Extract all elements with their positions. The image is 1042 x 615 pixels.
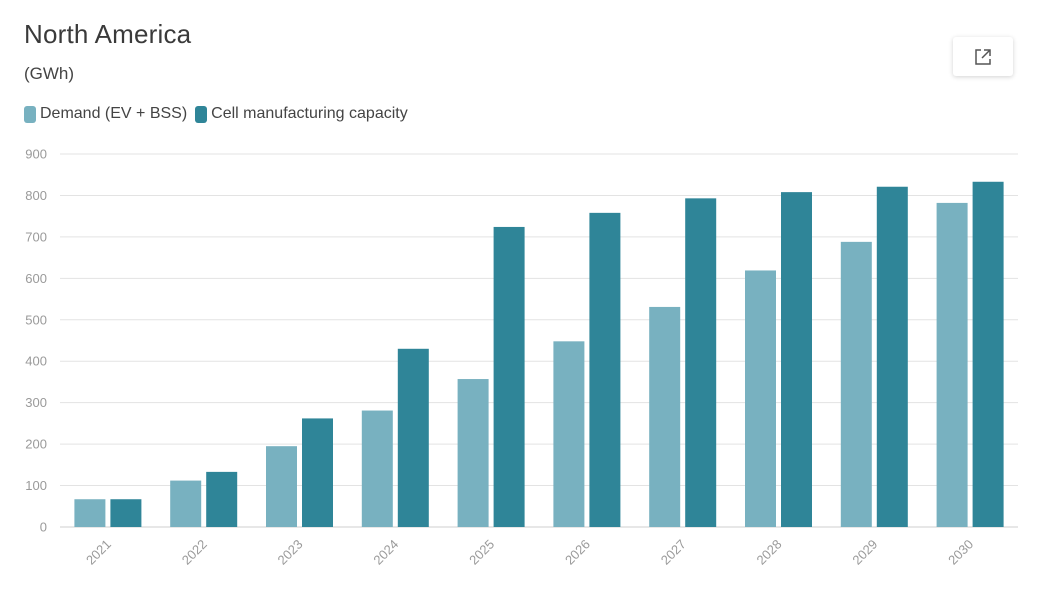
bar-capacity[interactable]: [206, 471, 238, 527]
x-tick-label: 2027: [658, 537, 689, 568]
x-tick-label: 2021: [83, 537, 114, 568]
chart-unit-subtitle: (GWh): [24, 64, 75, 83]
bar-demand[interactable]: [170, 480, 202, 527]
y-tick-label: 700: [25, 229, 47, 244]
bar-demand[interactable]: [745, 270, 776, 527]
bar-demand[interactable]: [457, 379, 489, 527]
y-tick-label: 500: [25, 312, 47, 327]
bar-capacity[interactable]: [876, 186, 908, 528]
x-tick-label: 2024: [370, 537, 401, 568]
bar-demand[interactable]: [361, 410, 393, 527]
bar-capacity[interactable]: [685, 198, 717, 527]
legend-swatch-capacity: [195, 105, 208, 123]
x-tick-label: 2026: [562, 537, 593, 568]
x-tick-label: 2025: [466, 537, 497, 568]
x-tick-label: 2029: [849, 537, 880, 568]
bar-capacity[interactable]: [397, 348, 429, 527]
y-tick-label: 400: [25, 354, 47, 369]
legend-item-capacity[interactable]: Cell manufacturing capacity: [195, 105, 408, 123]
bar-demand[interactable]: [553, 341, 585, 527]
y-tick-label: 0: [40, 520, 47, 535]
legend-swatch-demand: [24, 105, 36, 123]
x-tick-label: 2023: [275, 537, 306, 568]
bar-demand[interactable]: [649, 306, 681, 527]
x-tick-label: 2022: [179, 537, 210, 568]
bar-demand[interactable]: [936, 202, 968, 527]
bar-capacity[interactable]: [493, 226, 525, 528]
chart-legend: Demand (EV + BSS) Cell manufacturing cap…: [24, 105, 416, 123]
chart-title: North America: [24, 19, 192, 49]
y-tick-label: 100: [25, 478, 47, 493]
bar-demand[interactable]: [840, 241, 872, 527]
y-tick-label: 600: [25, 271, 47, 286]
open-external-icon: [975, 48, 991, 65]
bar-demand[interactable]: [266, 446, 297, 527]
bar-capacity[interactable]: [302, 418, 333, 527]
legend-label-demand: Demand (EV + BSS): [40, 105, 188, 122]
legend-item-demand[interactable]: Demand (EV + BSS): [24, 105, 187, 123]
bar-capacity[interactable]: [972, 181, 1004, 528]
export-button[interactable]: [953, 37, 1013, 76]
y-tick-label: 900: [25, 147, 47, 162]
bar-capacity[interactable]: [589, 212, 621, 527]
y-tick-label: 200: [25, 437, 47, 452]
y-tick-label: 300: [25, 395, 47, 410]
bar-capacity[interactable]: [781, 192, 812, 527]
y-tick-label: 800: [25, 188, 47, 203]
x-tick-label: 2028: [754, 537, 785, 568]
bar-demand[interactable]: [74, 499, 106, 527]
bar-capacity[interactable]: [110, 499, 142, 527]
legend-label-capacity: Cell manufacturing capacity: [211, 105, 408, 122]
x-tick-label: 2030: [945, 537, 976, 568]
